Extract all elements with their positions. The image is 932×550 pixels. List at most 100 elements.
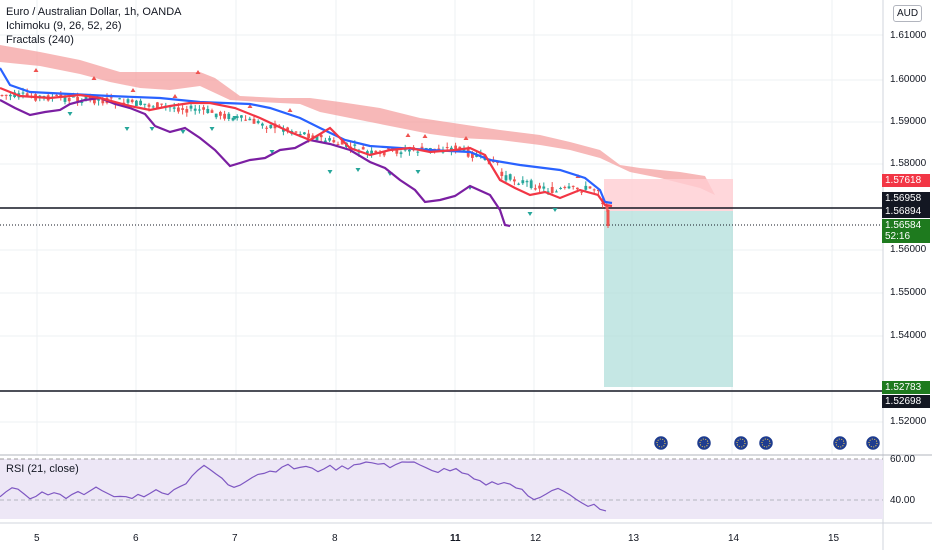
price-tag-line-1: 1.56958 bbox=[882, 192, 930, 205]
event-flag-icon bbox=[652, 434, 670, 452]
position-loss-zone[interactable] bbox=[604, 179, 733, 211]
candle-body bbox=[353, 144, 357, 146]
fractal-up bbox=[195, 70, 201, 74]
price-tick: 1.61000 bbox=[890, 30, 927, 41]
time-tick: 6 bbox=[133, 533, 139, 544]
candle-body bbox=[97, 99, 100, 101]
candle-body bbox=[156, 102, 159, 109]
candle-body bbox=[88, 97, 92, 99]
grid-lines bbox=[0, 0, 883, 455]
candle-body bbox=[606, 210, 610, 226]
candle-body bbox=[93, 97, 96, 104]
candle-body bbox=[202, 107, 205, 110]
fractal-up bbox=[33, 68, 39, 72]
candle-body bbox=[576, 187, 579, 190]
ichimoku-legend[interactable]: Ichimoku (9, 26, 52, 26) bbox=[6, 20, 122, 32]
candle-body bbox=[240, 115, 243, 118]
candle-body bbox=[403, 148, 407, 151]
candle-body bbox=[399, 152, 403, 155]
fractal-down bbox=[527, 212, 533, 216]
price-tick: 1.54000 bbox=[890, 330, 927, 341]
candle-body bbox=[294, 131, 298, 133]
price-tag-line-2: 1.56894 bbox=[882, 205, 930, 218]
candle-body bbox=[324, 140, 327, 143]
fractals-legend[interactable]: Fractals (240) bbox=[6, 34, 74, 46]
price-tick: 1.58000 bbox=[890, 158, 927, 169]
candle-body bbox=[261, 123, 264, 126]
event-flag-icon bbox=[757, 434, 775, 452]
fractal-up bbox=[130, 88, 136, 92]
candle-body bbox=[605, 204, 609, 209]
candle-body bbox=[160, 103, 163, 105]
candle-body bbox=[416, 151, 420, 153]
event-flag-icon bbox=[732, 434, 750, 452]
event-flag-stars bbox=[656, 438, 666, 448]
candle-body bbox=[4, 94, 8, 96]
fractal-down bbox=[232, 116, 238, 120]
candle-body bbox=[592, 189, 596, 191]
candle-body bbox=[118, 98, 121, 100]
candle-body bbox=[555, 191, 558, 193]
chart-legend: Euro / Australian Dollar, 1h, OANDA Ichi… bbox=[6, 5, 181, 47]
candle-body bbox=[269, 124, 273, 128]
candle-body bbox=[143, 103, 147, 105]
candle-body bbox=[445, 147, 449, 149]
time-tick: 7 bbox=[232, 533, 238, 544]
fractal-down bbox=[355, 168, 361, 172]
time-tick: 15 bbox=[828, 533, 840, 544]
candle-body bbox=[567, 186, 571, 189]
time-tick: 12 bbox=[530, 533, 542, 544]
candle-body bbox=[303, 132, 306, 135]
candlesticks bbox=[0, 87, 610, 228]
fractal-down bbox=[124, 127, 130, 131]
candle-body bbox=[101, 99, 105, 104]
candle-body bbox=[361, 147, 365, 150]
event-flag-icon bbox=[695, 434, 713, 452]
candle-body bbox=[63, 96, 67, 102]
fractal-down bbox=[149, 127, 155, 131]
candle-body bbox=[500, 171, 504, 177]
event-flag-stars bbox=[736, 438, 746, 448]
economic-events[interactable] bbox=[652, 434, 882, 452]
candle-body bbox=[475, 154, 478, 157]
symbol-title[interactable]: Euro / Australian Dollar, 1h, OANDA bbox=[6, 6, 182, 18]
fractal-down bbox=[180, 130, 186, 134]
candle-body bbox=[471, 152, 474, 158]
event-flag-icon bbox=[831, 434, 849, 452]
rsi-legend[interactable]: RSI (21, close) bbox=[6, 463, 79, 475]
time-tick: 5 bbox=[34, 533, 40, 544]
candle-body bbox=[248, 118, 252, 121]
currency-badge[interactable]: AUD bbox=[893, 5, 922, 22]
ichimoku-cloud bbox=[0, 45, 715, 195]
price-tag-cloud: 1.57618 bbox=[882, 174, 930, 187]
price-tick: 1.52000 bbox=[890, 416, 927, 427]
candle-body bbox=[319, 134, 323, 138]
candle-body bbox=[214, 113, 218, 118]
fractal-down bbox=[327, 170, 333, 174]
rsi-tick: 60.00 bbox=[890, 454, 916, 465]
event-flag-stars bbox=[761, 438, 771, 448]
candle-body bbox=[328, 138, 331, 141]
fractal-up bbox=[463, 136, 469, 140]
candle-body bbox=[420, 146, 424, 150]
candle-body bbox=[210, 110, 214, 113]
candle-body bbox=[76, 97, 79, 102]
candle-body bbox=[67, 97, 71, 102]
rsi-tick: 40.00 bbox=[890, 495, 916, 506]
candle-body bbox=[244, 119, 247, 121]
candle-body bbox=[408, 149, 411, 152]
position-profit-zone[interactable] bbox=[604, 211, 733, 387]
candle-body bbox=[151, 106, 155, 108]
candle-body bbox=[223, 113, 226, 119]
fractal-down bbox=[209, 127, 215, 131]
fractal-up bbox=[287, 108, 293, 112]
candle-body bbox=[584, 185, 588, 190]
candle-body bbox=[454, 145, 457, 151]
price-tick: 1.60000 bbox=[890, 74, 927, 85]
candle-body bbox=[340, 140, 344, 145]
candle-body bbox=[550, 187, 554, 193]
fractal-down bbox=[552, 208, 558, 212]
fractal-down bbox=[269, 150, 275, 154]
candle-body bbox=[529, 180, 533, 188]
